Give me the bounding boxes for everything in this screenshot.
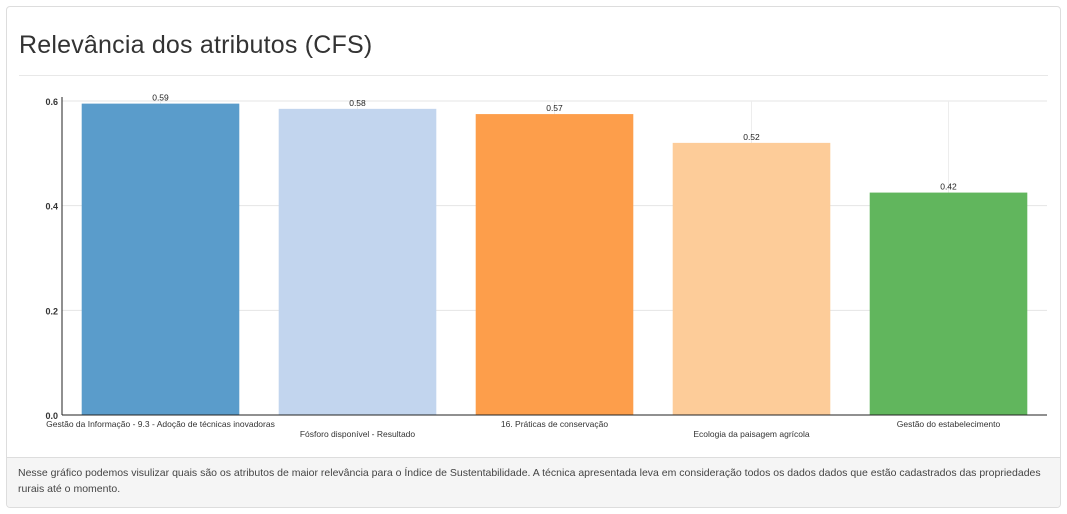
y-tick-label: 0.4 — [45, 202, 58, 212]
bar-3 — [475, 114, 634, 416]
y-tick-label: 0.2 — [45, 306, 58, 316]
bar-2 — [278, 108, 437, 415]
bar-value-label: 0.59 — [152, 93, 169, 103]
y-tick-label: 0.0 — [45, 411, 58, 421]
x-tick-label: Ecologia da paisagem agrícola — [693, 429, 810, 439]
bar-chart: 0.0 0.2 0.4 0.6 0.59 0.58 0.57 0.52 0.42 Gestão d… — [45, 93, 1047, 439]
panel-heading: Relevância dos atributos (CFS) — [19, 7, 1048, 76]
panel-footer: Nesse gráfico podemos visulizar quais sã… — [7, 457, 1060, 507]
bar-value-label: 0.52 — [743, 132, 760, 142]
y-tick-label: 0.6 — [45, 97, 58, 107]
bar-4 — [672, 142, 831, 415]
x-tick-label: Gestão da Informação - 9.3 - Adoção de t… — [46, 419, 275, 429]
x-tick-label: Gestão do estabelecimento — [897, 419, 1001, 429]
bar-1 — [81, 103, 240, 415]
chart-area: 0.0 0.2 0.4 0.6 0.59 0.58 0.57 0.52 0.42 Gestão d… — [7, 77, 1060, 459]
page-title: Relevância dos atributos (CFS) — [19, 31, 373, 59]
chart-panel: Relevância dos atributos (CFS) 0.0 0.2 0.4… — [6, 6, 1061, 508]
footer-description: Nesse gráfico podemos visulizar quais sã… — [18, 467, 1041, 495]
bar-value-label: 0.58 — [349, 98, 366, 108]
x-tick-label: 16. Práticas de conservação — [501, 419, 609, 429]
bar-value-label: 0.42 — [940, 182, 957, 192]
x-tick-label: Fósforo disponível - Resultado — [300, 429, 416, 439]
bar-value-label: 0.57 — [546, 103, 563, 113]
bar-5 — [869, 192, 1028, 415]
